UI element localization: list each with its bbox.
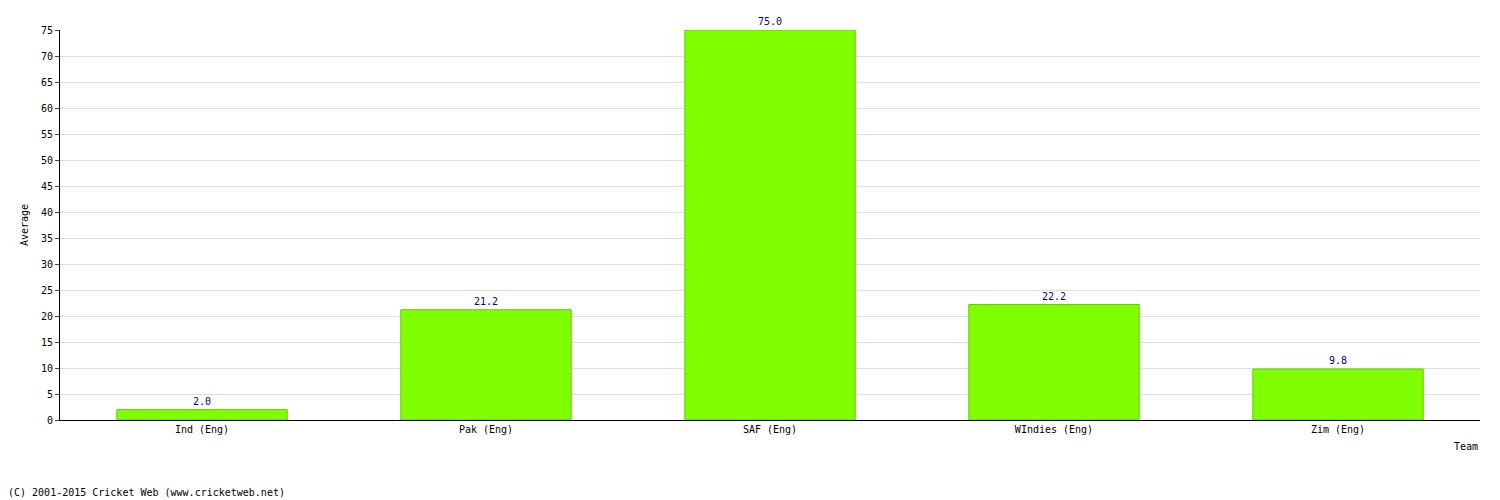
- svg-text:20: 20: [41, 311, 53, 322]
- svg-text:Zim (Eng): Zim (Eng): [1311, 424, 1365, 435]
- svg-text:10: 10: [41, 363, 53, 374]
- svg-text:2.0: 2.0: [193, 396, 211, 407]
- svg-text:WIndies (Eng): WIndies (Eng): [1015, 424, 1093, 435]
- svg-text:0: 0: [47, 415, 53, 426]
- svg-text:40: 40: [41, 207, 53, 218]
- svg-text:25: 25: [41, 285, 53, 296]
- svg-text:35: 35: [41, 233, 53, 244]
- svg-text:22.2: 22.2: [1042, 291, 1066, 302]
- svg-text:60: 60: [41, 103, 53, 114]
- svg-text:50: 50: [41, 155, 53, 166]
- svg-text:21.2: 21.2: [474, 296, 498, 307]
- svg-text:5: 5: [47, 389, 53, 400]
- svg-text:Average: Average: [19, 204, 30, 246]
- svg-text:70: 70: [41, 51, 53, 62]
- svg-text:65: 65: [41, 77, 53, 88]
- svg-text:Ind (Eng): Ind (Eng): [175, 424, 229, 435]
- svg-text:Pak (Eng): Pak (Eng): [459, 424, 513, 435]
- svg-text:75: 75: [41, 25, 53, 36]
- svg-text:9.8: 9.8: [1329, 355, 1347, 366]
- svg-text:75.0: 75.0: [758, 16, 782, 27]
- svg-text:55: 55: [41, 129, 53, 140]
- svg-text:15: 15: [41, 337, 53, 348]
- svg-text:30: 30: [41, 259, 53, 270]
- svg-text:Team: Team: [1454, 441, 1478, 452]
- svg-text:45: 45: [41, 181, 53, 192]
- svg-text:SAF (Eng): SAF (Eng): [743, 424, 797, 435]
- svg-text:(C) 2001-2015 Cricket Web (www: (C) 2001-2015 Cricket Web (www.cricketwe…: [8, 487, 285, 498]
